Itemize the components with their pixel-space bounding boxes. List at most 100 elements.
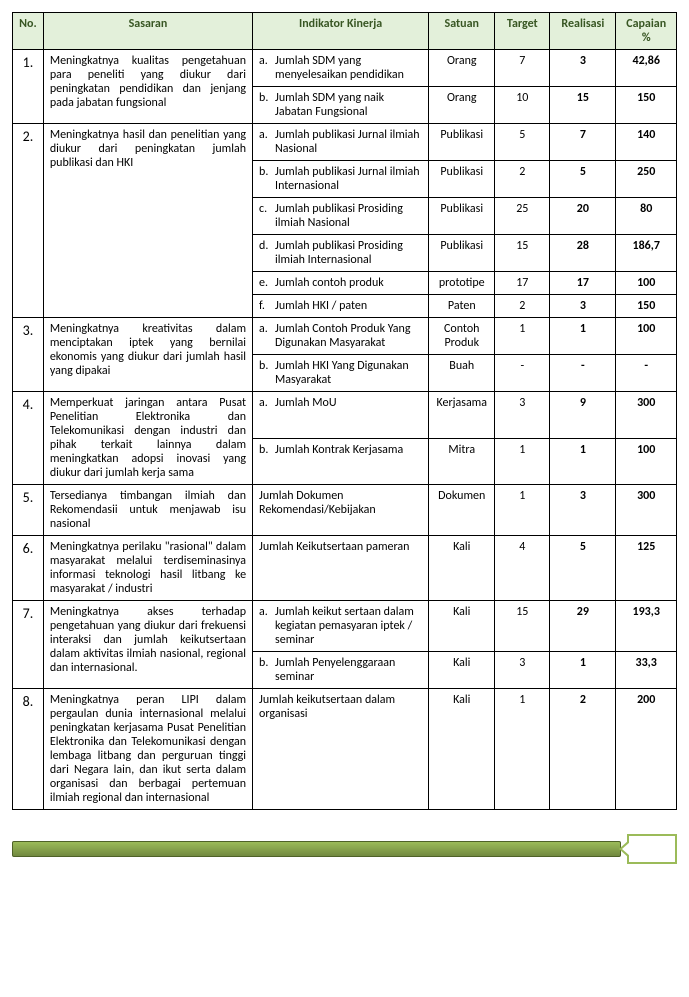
cell-real: 20 [550, 198, 616, 235]
cell-satuan: Publikasi [429, 198, 495, 235]
cell-no: 3. [13, 318, 44, 392]
cell-indikator: f.Jumlah HKI / paten [253, 295, 429, 318]
cell-no: 4. [13, 392, 44, 485]
cell-target: 2 [495, 161, 550, 198]
cell-satuan: Dokumen [429, 485, 495, 536]
indikator-text: Jumlah Contoh Produk Yang Digunakan Masy… [275, 322, 422, 350]
th-target: Target [495, 13, 550, 50]
cell-sasaran: Meningkatnya kreativitas dalam menciptak… [43, 318, 252, 392]
th-realisasi: Realisasi [550, 13, 616, 50]
cell-no: 6. [13, 536, 44, 601]
cell-satuan: prototipe [429, 272, 495, 295]
indikator-text: Jumlah publikasi Prosiding ilmiah Intern… [275, 239, 422, 267]
cell-real: 7 [550, 124, 616, 161]
cell-sasaran: Meningkatnya peran LIPI dalam pergaulan … [43, 689, 252, 810]
cell-sasaran: Meningkatnya kualitas pengetahuan para p… [43, 50, 252, 124]
cell-cap: - [616, 355, 677, 392]
indikator-text: Jumlah HKI Yang Digunakan Masyarakat [275, 359, 422, 387]
cell-cap: 150 [616, 87, 677, 124]
table-row: 7.Meningkatnya akses terhadap pengetahua… [13, 601, 677, 652]
indikator-letter: a. [259, 396, 275, 410]
cell-sasaran: Memperkuat jaringan antara Pusat Penelit… [43, 392, 252, 485]
indikator-letter: d. [259, 239, 275, 267]
cell-cap: 100 [616, 272, 677, 295]
cell-cap: 100 [616, 438, 677, 485]
cell-indikator: b.Jumlah Penyelenggaraan seminar [253, 652, 429, 689]
cell-target: 3 [495, 652, 550, 689]
cell-target: 10 [495, 87, 550, 124]
cell-no: 2. [13, 124, 44, 318]
cell-real: 1 [550, 318, 616, 355]
indikator-text: Jumlah keikutsertaan dalam organisasi [259, 693, 422, 721]
cell-cap: 33,3 [616, 652, 677, 689]
indikator-text: Jumlah Kontrak Kerjasama [275, 443, 422, 457]
kinerja-table: No. Sasaran Indikator Kinerja Satuan Tar… [12, 12, 677, 810]
footer-page-badge [627, 834, 677, 864]
cell-satuan: Mitra [429, 438, 495, 485]
cell-cap: 80 [616, 198, 677, 235]
th-indikator: Indikator Kinerja [253, 13, 429, 50]
indikator-letter: e. [259, 276, 275, 290]
table-row: 3.Meningkatnya kreativitas dalam mencipt… [13, 318, 677, 355]
cell-satuan: Publikasi [429, 124, 495, 161]
indikator-text: Jumlah publikasi Jurnal ilmiah Internasi… [275, 165, 422, 193]
cell-sasaran: Meningkatnya hasil dan penelitian yang d… [43, 124, 252, 318]
indikator-letter: c. [259, 202, 275, 230]
cell-real: 3 [550, 485, 616, 536]
table-row: 8.Meningkatnya peran LIPI dalam pergaula… [13, 689, 677, 810]
cell-indikator: e.Jumlah contoh produk [253, 272, 429, 295]
cell-target: 1 [495, 689, 550, 810]
table-row: 2.Meningkatnya hasil dan penelitian yang… [13, 124, 677, 161]
cell-satuan: Publikasi [429, 235, 495, 272]
cell-satuan: Kali [429, 689, 495, 810]
cell-target: 15 [495, 235, 550, 272]
cell-indikator: b.Jumlah Kontrak Kerjasama [253, 438, 429, 485]
cell-target: 7 [495, 50, 550, 87]
cell-real: 2 [550, 689, 616, 810]
cell-target: 1 [495, 318, 550, 355]
indikator-text: Jumlah keikut sertaan dalam kegiatan pem… [275, 605, 422, 647]
cell-satuan: Kali [429, 652, 495, 689]
indikator-letter: f. [259, 299, 275, 313]
cell-cap: 150 [616, 295, 677, 318]
cell-cap: 125 [616, 536, 677, 601]
th-capaian: Capaian % [616, 13, 677, 50]
cell-real: - [550, 355, 616, 392]
cell-satuan: Orang [429, 87, 495, 124]
indikator-text: Jumlah HKI / paten [275, 299, 422, 313]
cell-cap: 193,3 [616, 601, 677, 652]
cell-indikator: a.Jumlah MoU [253, 392, 429, 439]
table-row: 6.Meningkatnya perilaku "rasional" dalam… [13, 536, 677, 601]
indikator-letter: b. [259, 656, 275, 684]
cell-cap: 250 [616, 161, 677, 198]
cell-indikator: d.Jumlah publikasi Prosiding ilmiah Inte… [253, 235, 429, 272]
cell-indikator: a.Jumlah publikasi Jurnal ilmiah Nasiona… [253, 124, 429, 161]
indikator-text: Jumlah SDM yang menyelesaikan pendidikan [275, 54, 422, 82]
cell-satuan: Publikasi [429, 161, 495, 198]
cell-indikator: c.Jumlah publikasi Prosiding ilmiah Nasi… [253, 198, 429, 235]
cell-cap: 300 [616, 392, 677, 439]
cell-indikator: a.Jumlah Contoh Produk Yang Digunakan Ma… [253, 318, 429, 355]
indikator-text: Jumlah Penyelenggaraan seminar [275, 656, 422, 684]
cell-target: 5 [495, 124, 550, 161]
cell-real: 5 [550, 536, 616, 601]
th-no: No. [13, 13, 44, 50]
indikator-letter: b. [259, 91, 275, 119]
cell-cap: 186,7 [616, 235, 677, 272]
cell-satuan: Orang [429, 50, 495, 87]
cell-indikator: Jumlah Keikutsertaan pameran [253, 536, 429, 601]
table-header-row: No. Sasaran Indikator Kinerja Satuan Tar… [13, 13, 677, 50]
cell-satuan: Contoh Produk [429, 318, 495, 355]
cell-real: 5 [550, 161, 616, 198]
indikator-text: Jumlah SDM yang naik Jabatan Fungsional [275, 91, 422, 119]
table-row: 4.Memperkuat jaringan antara Pusat Penel… [13, 392, 677, 439]
indikator-letter: a. [259, 322, 275, 350]
cell-no: 1. [13, 50, 44, 124]
cell-target: - [495, 355, 550, 392]
indikator-text: Jumlah publikasi Prosiding ilmiah Nasion… [275, 202, 422, 230]
cell-target: 1 [495, 485, 550, 536]
cell-satuan: Paten [429, 295, 495, 318]
cell-satuan: Kerjasama [429, 392, 495, 439]
th-satuan: Satuan [429, 13, 495, 50]
cell-real: 17 [550, 272, 616, 295]
